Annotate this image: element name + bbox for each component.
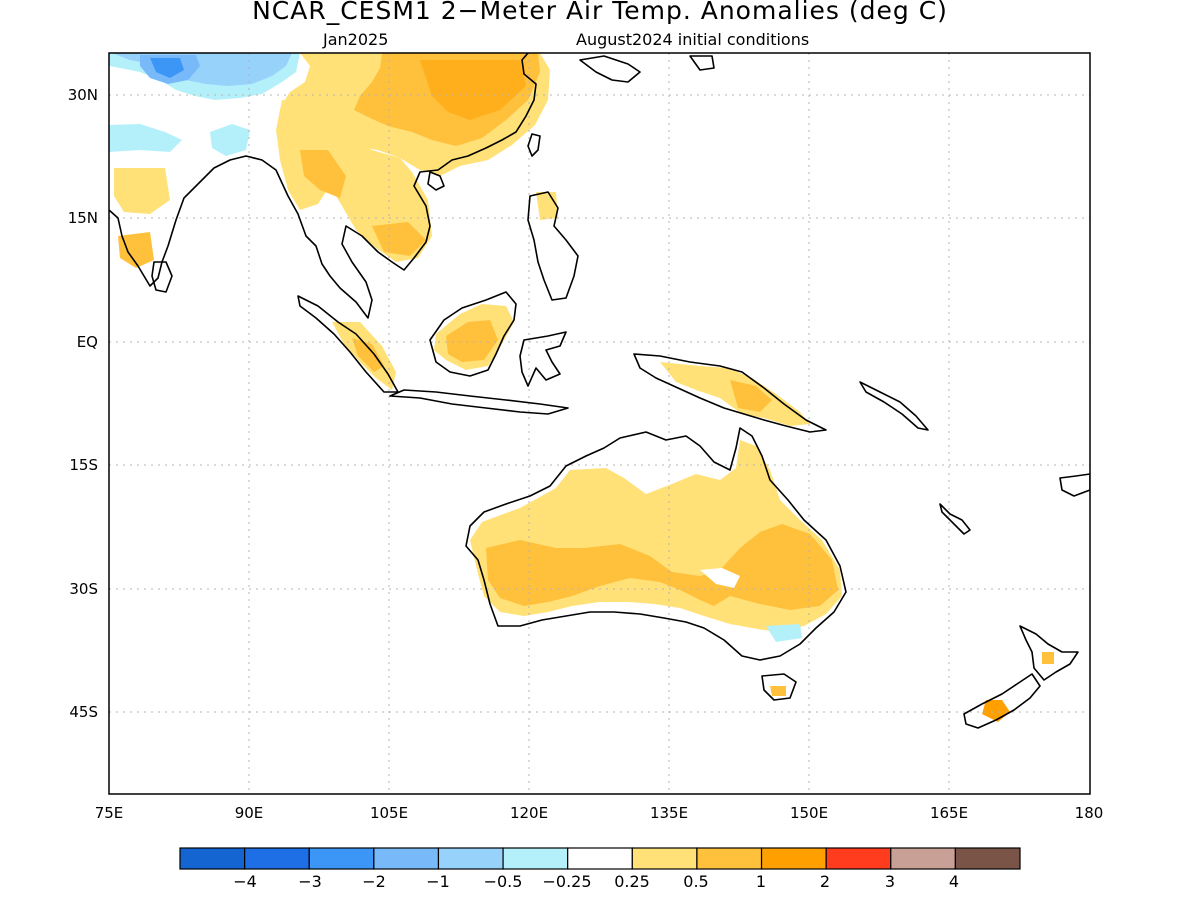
colorbar-label-neg2: −2 xyxy=(362,872,386,891)
colorbar xyxy=(179,847,1021,870)
coastline-fiji xyxy=(1059,473,1090,497)
colorbar-label-neg1: −1 xyxy=(426,872,450,891)
colorbar-box-0 xyxy=(179,847,246,870)
anomaly-shading xyxy=(109,53,1054,722)
coastline-new-caledonia xyxy=(939,503,971,535)
colorbar-box-9 xyxy=(760,847,827,870)
warm-anomaly-north-island xyxy=(1042,652,1054,664)
colorbar-box-4 xyxy=(437,847,504,870)
warm-anomaly-kimberley xyxy=(566,482,616,512)
cold-anomaly-tibet-peak xyxy=(150,58,184,78)
lon-label-105e: 105E xyxy=(369,804,409,822)
warm-anomaly-china-max xyxy=(420,60,526,120)
map-plot-area xyxy=(109,53,1090,794)
coastline-sri-lanka xyxy=(151,261,173,293)
lon-label-135e: 135E xyxy=(649,804,689,822)
coastline-borneo xyxy=(429,291,517,377)
coastline-hainan xyxy=(427,171,445,191)
coastline-australia xyxy=(465,427,847,661)
lat-label-30n: 30N xyxy=(67,86,98,104)
colorbar-box-12 xyxy=(954,847,1021,870)
lat-label-eq: EQ xyxy=(76,333,98,351)
colorbar-label-1: 1 xyxy=(755,872,767,891)
warm-anomaly-south-india xyxy=(118,232,154,268)
map-frame xyxy=(108,52,1091,795)
colorbar-label-neg4: −4 xyxy=(233,872,257,891)
colorbar-box-1 xyxy=(244,847,310,870)
warm-anomaly-australia-core xyxy=(486,524,838,610)
lon-label-120e: 120E xyxy=(509,804,549,822)
colorbar-box-8 xyxy=(696,847,763,870)
coastline-nz-south-island xyxy=(963,673,1041,729)
colorbar-label-025: 0.25 xyxy=(614,872,650,891)
colorbar-label-3: 3 xyxy=(884,872,896,891)
colorbar-box-5 xyxy=(502,847,569,870)
coastline-japan-islands xyxy=(689,55,715,71)
colorbar-box-6 xyxy=(567,847,633,870)
ocean-background xyxy=(109,53,1090,794)
colorbar-label-neg025: −0.25 xyxy=(542,872,592,891)
lon-label-180: 180 xyxy=(1074,804,1104,822)
lon-label-165e: 165E xyxy=(929,804,969,822)
colorbar-label-05: 0.5 xyxy=(683,872,709,891)
lat-label-45s: 45S xyxy=(69,703,98,721)
coastline-tasmania xyxy=(761,673,797,701)
coastline-sulawesi xyxy=(519,331,567,387)
warm-anomaly-myanmar xyxy=(300,150,346,198)
warm-anomaly-borneo-core xyxy=(446,320,498,362)
warm-anomaly-indochina xyxy=(276,100,432,262)
lat-label-15n: 15N xyxy=(67,209,98,227)
coastline-philippines xyxy=(527,191,579,301)
colorbar-label-2: 2 xyxy=(819,872,831,891)
colorbar-box-3 xyxy=(373,847,440,870)
colorbar-box-7 xyxy=(631,847,698,870)
initial-conditions: August2024 initial conditions xyxy=(576,30,810,49)
coastline-new-guinea xyxy=(633,353,827,433)
colorbar-label-neg3: −3 xyxy=(298,872,322,891)
warm-anomaly-new-guinea-core xyxy=(730,380,772,412)
lon-label-75e: 75E xyxy=(94,804,124,822)
warm-anomaly-cambodia xyxy=(372,222,426,256)
graticule xyxy=(109,53,1090,794)
lon-label-90e: 90E xyxy=(234,804,264,822)
coastline-taiwan xyxy=(527,133,541,157)
colorbar-box-2 xyxy=(308,847,375,870)
warm-anomaly-sumatra-core xyxy=(352,338,384,372)
cold-anomaly-north-india xyxy=(109,124,182,152)
colorbar-label-4: 4 xyxy=(948,872,960,891)
coastline-nz-north-island xyxy=(1019,625,1079,681)
valid-month: Jan2025 xyxy=(323,30,389,49)
colorbar-box-11 xyxy=(890,847,956,870)
cold-anomaly-nsw xyxy=(766,624,802,642)
coastlines xyxy=(109,53,1090,729)
coastline-java xyxy=(389,389,569,415)
coastline-solomon-islands xyxy=(859,381,929,431)
cold-anomaly-bangladesh xyxy=(210,124,250,156)
warm-anomaly-tasmania xyxy=(770,686,786,696)
coastline-asia-mainland xyxy=(109,53,537,319)
lat-label-15s: 15S xyxy=(69,456,98,474)
coastline-korea-japan xyxy=(579,55,641,83)
map-title: NCAR_CESM1 2−Meter Air Temp. Anomalies (… xyxy=(252,0,948,25)
coastline-sumatra xyxy=(297,295,399,393)
lon-label-150e: 150E xyxy=(789,804,829,822)
colorbar-box-10 xyxy=(825,847,892,870)
neutral-patch-central-australia xyxy=(700,568,740,588)
lat-label-30s: 30S xyxy=(69,580,98,598)
warm-anomaly-central-india xyxy=(114,168,170,214)
colorbar-label-neg05: −0.5 xyxy=(483,872,523,891)
